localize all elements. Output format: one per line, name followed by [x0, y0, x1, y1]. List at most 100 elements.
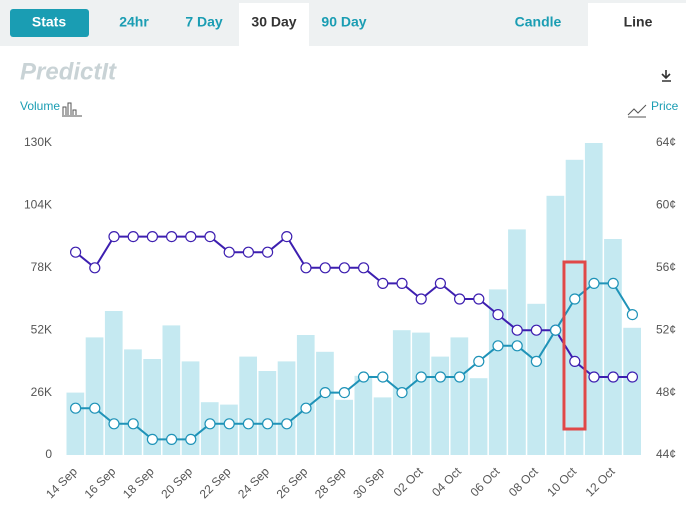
tab[interactable]: 24hr	[119, 14, 149, 30]
volume-bar	[181, 361, 200, 455]
volume-bar	[239, 356, 257, 455]
price-point	[358, 262, 370, 274]
y2-tick-label: 52¢	[656, 322, 676, 336]
x-tick-label: 28 Sep	[312, 464, 349, 501]
volume-bar	[104, 311, 123, 455]
volume-bar	[220, 404, 238, 455]
volume-bar	[277, 361, 296, 455]
volume-bar	[623, 327, 641, 455]
tab[interactable]: 90 Day	[321, 14, 366, 30]
y2-tick-label: 64¢	[656, 135, 676, 149]
price-point	[319, 262, 331, 274]
volume-bar	[565, 159, 584, 456]
price-point	[569, 355, 581, 367]
x-tick-label: 06 Oct	[467, 464, 502, 499]
volume-bar	[66, 392, 85, 455]
price-point	[454, 371, 466, 383]
active-tab	[588, 3, 686, 46]
x-tick-label: 08 Oct	[506, 464, 541, 499]
tab[interactable]: Line	[624, 14, 653, 30]
active-tab	[239, 3, 309, 46]
price-point	[511, 340, 523, 352]
x-tick-label: 26 Sep	[274, 464, 311, 501]
price-icon	[627, 104, 647, 118]
x-tick-label: 22 Sep	[197, 464, 234, 501]
volume-bar	[373, 397, 392, 455]
price-point	[108, 231, 120, 243]
price-point	[396, 387, 408, 399]
price-point	[242, 418, 254, 430]
y2-tick-label: 48¢	[656, 385, 676, 399]
volume-bar	[469, 378, 488, 455]
x-tick-label: 04 Oct	[429, 464, 464, 499]
x-tick-label: 10 Oct	[544, 464, 579, 499]
price-point	[166, 231, 178, 243]
price-point	[127, 418, 139, 430]
price-point	[338, 387, 350, 399]
price-point	[223, 246, 235, 258]
x-tick-label: 16 Sep	[82, 464, 119, 501]
y-tick-label: 26K	[31, 385, 52, 399]
price-point	[454, 293, 466, 305]
y-tick-label: 78K	[31, 260, 52, 274]
price-point	[108, 418, 120, 430]
y-tick-label: 104K	[24, 198, 52, 212]
price-point	[377, 277, 389, 289]
price-point	[377, 371, 389, 383]
price-point	[549, 324, 562, 336]
x-tick-label: 12 Oct	[583, 464, 618, 499]
tab-bar	[0, 0, 686, 46]
download-icon[interactable]	[661, 70, 671, 82]
price-point	[530, 324, 543, 336]
volume-bar	[431, 356, 449, 455]
price-point	[415, 293, 427, 305]
price-point	[127, 231, 139, 243]
volume-bar	[335, 399, 353, 455]
y-tick-label: 130K	[24, 135, 52, 149]
y2-tick-label: 44¢	[656, 447, 676, 461]
highlight-box	[562, 260, 587, 431]
tab[interactable]: Stats	[32, 14, 66, 30]
price-point	[358, 371, 370, 383]
volume-bar	[604, 239, 622, 455]
y-axis-label: Volume	[20, 99, 60, 113]
x-tick-label: 20 Sep	[158, 464, 195, 501]
price-point	[146, 231, 158, 243]
price-point	[434, 277, 446, 289]
price-point	[89, 402, 101, 414]
tab[interactable]: Candle	[515, 14, 562, 30]
stats-button[interactable]	[10, 9, 89, 37]
price-point	[262, 246, 274, 258]
price-point	[262, 418, 274, 430]
volume-bar	[296, 335, 315, 455]
logo: PredictIt	[20, 58, 117, 85]
y-tick-label: 0	[45, 447, 52, 461]
x-tick-label: 30 Sep	[350, 464, 387, 501]
price-point	[242, 246, 254, 258]
price-point	[569, 293, 581, 305]
price-point	[281, 418, 293, 430]
volume-bar	[354, 375, 373, 455]
volume-bar	[584, 143, 603, 455]
y-tick-label: 52K	[31, 322, 52, 336]
x-tick-label: 14 Sep	[43, 464, 80, 501]
tab[interactable]: 30 Day	[251, 14, 296, 30]
volume-bar	[124, 349, 142, 455]
price-point	[492, 309, 504, 321]
price-point	[396, 277, 408, 289]
price-point	[588, 371, 600, 383]
x-tick-label: 18 Sep	[120, 464, 157, 501]
tab[interactable]: 7 Day	[185, 14, 223, 30]
price-point	[185, 433, 197, 445]
price-point	[338, 262, 350, 274]
price-point	[473, 355, 485, 367]
price-point	[473, 293, 485, 305]
volume-bar	[85, 337, 104, 455]
price-point	[511, 324, 523, 336]
volume-bar	[316, 351, 334, 455]
x-tick-label: 02 Oct	[391, 464, 426, 499]
price-point	[69, 246, 82, 258]
price-point	[319, 387, 331, 399]
price-point	[185, 231, 197, 243]
